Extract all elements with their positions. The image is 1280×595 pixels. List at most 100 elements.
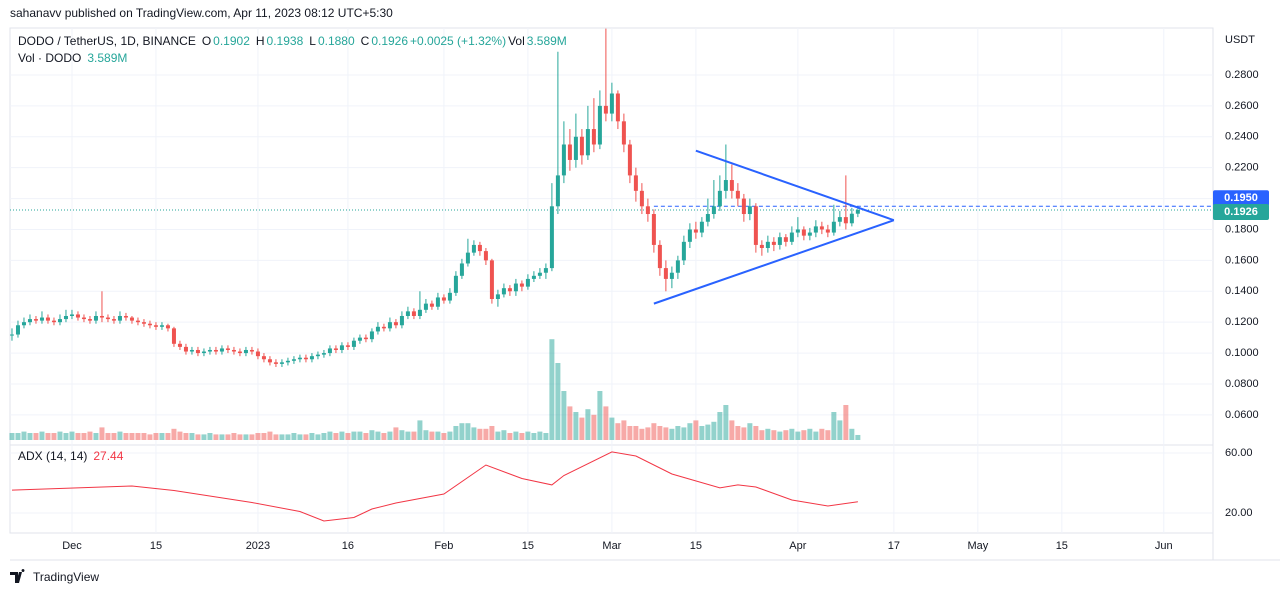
candle-body (465, 252, 470, 264)
candle-body (309, 356, 314, 360)
volume-bar (57, 431, 63, 440)
volume-bar (363, 433, 369, 440)
volume-bar (63, 433, 69, 440)
candle-body (759, 244, 764, 249)
volume-bar (759, 430, 765, 440)
volume-bar (375, 431, 381, 440)
volume-bar (615, 423, 621, 440)
volume-bar (657, 426, 663, 440)
candle-body (855, 210, 860, 214)
x-tick-label: 15 (522, 540, 534, 552)
volume-bar (807, 428, 813, 440)
candle-body (819, 226, 824, 230)
candle-body (423, 303, 428, 310)
candle-body (153, 325, 158, 327)
volume-bar (333, 433, 339, 440)
candle-body (147, 323, 152, 326)
volume-bar (369, 430, 375, 440)
candle-body (33, 319, 38, 321)
volume-bar (837, 420, 843, 440)
volume-bar (621, 420, 627, 440)
legend-key: Vol (508, 34, 525, 48)
candle-body (621, 121, 626, 145)
brand-name: TradingView (33, 570, 99, 584)
volume-bar (69, 431, 75, 440)
candle-body (777, 237, 782, 245)
volume-bar (33, 433, 39, 440)
candle-body (579, 136, 584, 156)
volume-bar (405, 431, 411, 440)
candle-body (63, 315, 68, 320)
volume-bar (21, 431, 27, 440)
volume-bar (723, 405, 729, 440)
volume-bar (51, 433, 57, 440)
candle-body (117, 315, 122, 321)
candle-body (645, 206, 650, 215)
volume-bar (663, 427, 669, 440)
candle-body (357, 337, 362, 341)
candle-body (51, 320, 56, 323)
volume-bar (9, 433, 15, 440)
volume-bar (255, 433, 261, 440)
volume-bar (99, 427, 105, 440)
candle-body (489, 260, 494, 299)
axis-unit: USDT (1225, 34, 1255, 46)
candle-body (333, 348, 338, 350)
legend-value: 0.1880 (318, 34, 355, 48)
volume-bar (555, 363, 561, 440)
volume-bar (447, 431, 453, 440)
legend-key: H (256, 34, 265, 48)
volume-bar (207, 433, 213, 440)
y-tick-label: 0.1200 (1225, 316, 1259, 328)
volume-bar (465, 423, 471, 440)
volume-bar (135, 433, 141, 440)
candle-body (399, 315, 404, 326)
candle-body (453, 275, 458, 293)
candle-body (735, 190, 740, 199)
volume-bar (501, 430, 507, 440)
volume-bar (489, 426, 495, 440)
y-tick-label: 0.1600 (1225, 254, 1259, 266)
volume-bar (609, 417, 615, 440)
candle-body (513, 283, 518, 292)
candle-body (201, 351, 206, 354)
volume-bar (801, 430, 807, 440)
volume-bar (579, 417, 585, 440)
volume-bar (495, 431, 501, 440)
volume-bar (471, 427, 477, 440)
indicator-tick-label: 60.00 (1225, 447, 1253, 459)
legend-row: ADX (14, 14) 27.44 (18, 449, 124, 463)
candle-body (561, 144, 566, 176)
y-tick-label: 0.1400 (1225, 285, 1259, 297)
legend-title: DODO / TetherUS, 1D, BINANCE (18, 34, 196, 48)
volume-bar (633, 426, 639, 440)
volume-legend-value: 3.589M (87, 51, 127, 65)
candle-body (261, 356, 266, 360)
volume-bar (459, 423, 465, 440)
candle-body (81, 317, 86, 320)
volume-bar (111, 433, 117, 440)
volume-bar (189, 433, 195, 440)
volume-bar (699, 426, 705, 440)
volume-bar (357, 431, 363, 440)
volume-bar (717, 412, 723, 440)
volume-bar (27, 433, 33, 440)
volume-bar (777, 431, 783, 440)
candle-body (615, 93, 620, 122)
legend-key: C (361, 34, 370, 48)
candle-body (381, 326, 386, 329)
candle-body (219, 348, 224, 352)
candle-body (15, 325, 20, 335)
legend-value: 0.1938 (267, 34, 304, 48)
candle-body (831, 221, 836, 233)
volume-bar (339, 431, 345, 440)
volume-bar (183, 433, 189, 440)
candle-body (447, 292, 452, 301)
candle-body (477, 244, 482, 252)
candle-body (519, 283, 524, 287)
candle-body (723, 180, 728, 191)
candle-body (843, 217, 848, 224)
volume-bar (789, 428, 795, 440)
volume-bar (411, 431, 417, 440)
candle-body (753, 206, 758, 245)
